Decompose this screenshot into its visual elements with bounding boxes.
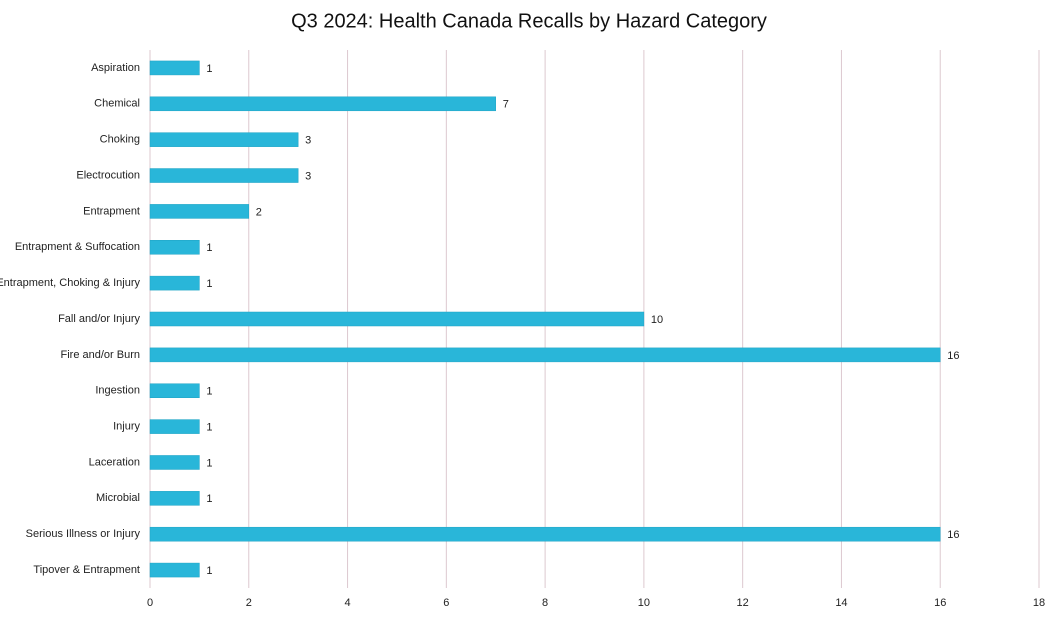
- x-tick-label: 4: [344, 597, 350, 609]
- bar: [149, 347, 941, 363]
- y-tick-label: Microbial: [96, 492, 140, 504]
- y-tick-label: Serious Illness or Injury: [26, 528, 141, 540]
- y-tick-label: Choking: [100, 134, 140, 146]
- y-tick-label: Injury: [113, 421, 140, 433]
- x-tick-label: 12: [737, 597, 749, 609]
- y-tick-label: Fall and/or Injury: [58, 313, 140, 325]
- data-label: 16: [947, 350, 959, 362]
- bar: [149, 204, 250, 219]
- bar: [149, 526, 941, 542]
- x-tick-label: 18: [1033, 597, 1045, 609]
- y-tick-label: Entrapment, Choking & Injury: [0, 277, 140, 289]
- y-tick-label: Electrocution: [76, 169, 140, 181]
- x-tick-label: 6: [443, 597, 449, 609]
- bar: [149, 455, 200, 470]
- data-label: 3: [305, 135, 311, 147]
- data-label: 2: [256, 206, 262, 218]
- bar: [149, 419, 200, 434]
- x-tick-label: 0: [147, 597, 153, 609]
- y-tick-label: Aspiration: [91, 62, 140, 74]
- bar: [149, 383, 200, 398]
- y-tick-label: Fire and/or Burn: [61, 349, 140, 361]
- data-label: 7: [503, 99, 509, 111]
- bar: [149, 240, 200, 255]
- data-label: 16: [947, 529, 959, 541]
- bar: [149, 311, 645, 327]
- x-tick-label: 16: [934, 597, 946, 609]
- bar: [149, 562, 200, 578]
- bar: [149, 132, 299, 147]
- x-tick-label: 14: [835, 597, 847, 609]
- x-tick-label: 2: [246, 597, 252, 609]
- bar: [149, 60, 200, 76]
- data-label: 1: [206, 278, 212, 290]
- y-tick-label: Tipover & Entrapment: [33, 564, 140, 576]
- data-label: 3: [305, 170, 311, 182]
- data-label: 1: [206, 422, 212, 434]
- chart-title: Q3 2024: Health Canada Recalls by Hazard…: [291, 10, 767, 32]
- bar: [149, 168, 299, 183]
- y-tick-label: Entrapment: [83, 205, 140, 217]
- data-label: 1: [206, 242, 212, 254]
- bar: [149, 275, 200, 291]
- data-label: 1: [206, 63, 212, 75]
- data-label: 1: [206, 457, 212, 469]
- y-tick-label: Entrapment & Suffocation: [15, 241, 140, 253]
- data-label: 10: [651, 314, 663, 326]
- y-tick-label: Chemical: [94, 98, 140, 110]
- y-tick-label: Laceration: [89, 456, 140, 468]
- bar: [149, 96, 496, 112]
- data-label: 1: [206, 386, 212, 398]
- x-tick-label: 10: [638, 597, 650, 609]
- x-tick-label: 8: [542, 597, 548, 609]
- bar: [149, 491, 200, 506]
- y-tick-label: Ingestion: [95, 385, 140, 397]
- data-label: 1: [206, 493, 212, 505]
- data-label: 1: [206, 565, 212, 577]
